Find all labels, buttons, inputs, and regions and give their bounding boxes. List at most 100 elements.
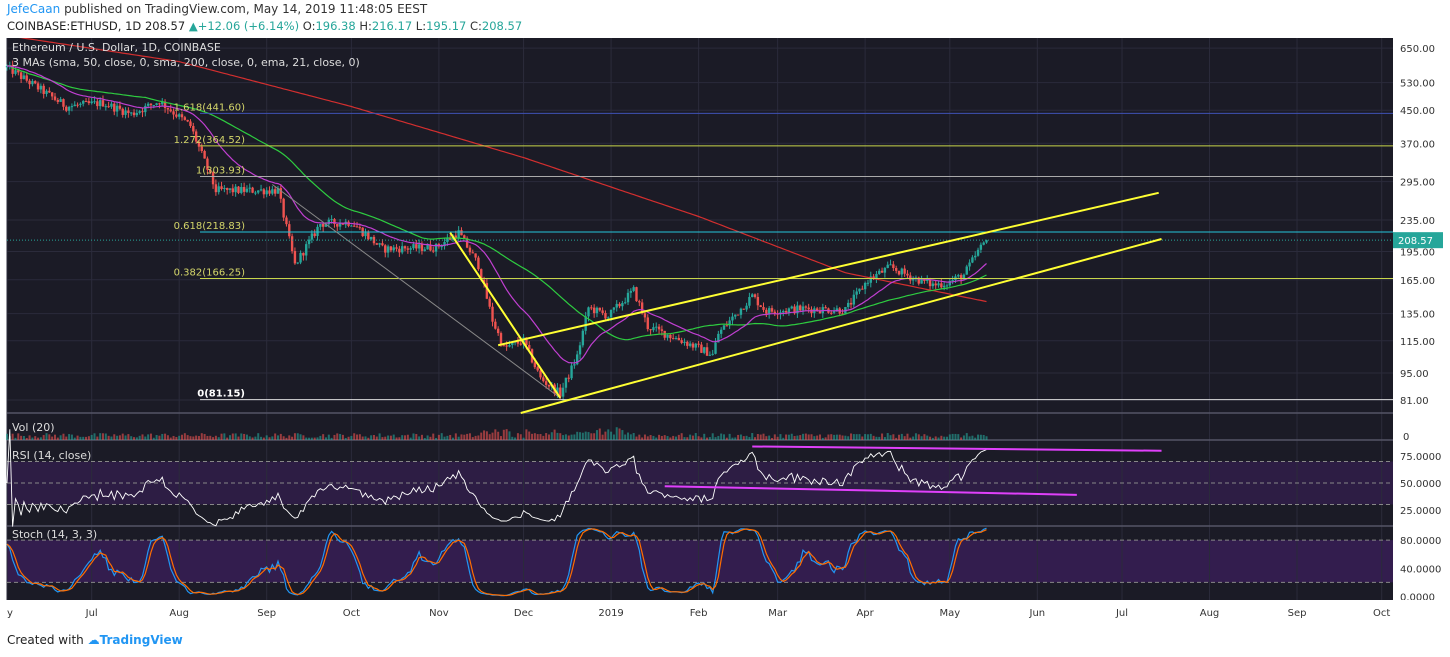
candle-body bbox=[722, 325, 726, 330]
candle-body bbox=[93, 101, 96, 103]
volume-bar bbox=[166, 435, 169, 440]
volume-bar bbox=[861, 436, 864, 440]
volume-bar bbox=[350, 435, 353, 440]
volume-bar bbox=[610, 431, 613, 440]
volume-bar bbox=[480, 432, 483, 440]
volume-bar bbox=[923, 434, 926, 440]
candle-body bbox=[19, 72, 23, 79]
candle-body bbox=[626, 292, 630, 303]
volume-bar bbox=[178, 435, 181, 440]
volume-bar bbox=[59, 435, 62, 440]
volume-bar bbox=[553, 429, 556, 440]
volume-bar bbox=[511, 436, 514, 440]
volume-bar bbox=[440, 433, 443, 440]
candle-body bbox=[621, 303, 624, 307]
candle-body bbox=[200, 146, 203, 151]
volume-bar bbox=[694, 433, 697, 440]
candle-body bbox=[290, 236, 294, 252]
volume-bar bbox=[70, 434, 73, 440]
volume-bar bbox=[708, 437, 711, 440]
volume-bar bbox=[748, 437, 751, 440]
volume-bar bbox=[802, 433, 805, 440]
candle-body bbox=[115, 105, 119, 112]
volume-bar bbox=[533, 433, 536, 440]
volume-bar bbox=[790, 433, 793, 440]
candle-body bbox=[878, 270, 881, 274]
volume-bar bbox=[197, 436, 200, 440]
volume-bar bbox=[133, 437, 136, 440]
volume-bar bbox=[807, 434, 810, 440]
candle-body bbox=[113, 103, 116, 112]
volume-bar bbox=[629, 434, 632, 440]
volume-bar bbox=[754, 437, 757, 440]
volume-bar bbox=[121, 433, 124, 440]
volume-bar bbox=[463, 434, 466, 440]
volume-bar bbox=[147, 434, 150, 440]
candle-body bbox=[846, 302, 850, 308]
candle-body bbox=[683, 341, 686, 343]
volume-bar bbox=[172, 435, 175, 440]
candle-body bbox=[59, 99, 62, 102]
volume-bar bbox=[152, 437, 155, 440]
candle-body bbox=[194, 131, 198, 142]
volume-bar bbox=[737, 434, 740, 440]
volume-bar bbox=[813, 436, 816, 440]
volume-bar bbox=[677, 434, 680, 440]
candle-body bbox=[573, 364, 576, 366]
volume-bar bbox=[344, 437, 347, 440]
volume-bar bbox=[960, 437, 963, 440]
volume-bar bbox=[96, 436, 99, 440]
candle-body bbox=[189, 121, 192, 127]
candle-body bbox=[796, 305, 799, 314]
candle-body bbox=[618, 303, 621, 307]
candle-body bbox=[649, 329, 652, 331]
tradingview-brand[interactable]: TradingView bbox=[99, 633, 183, 647]
volume-bar bbox=[607, 429, 610, 440]
rsi-tick-label: 50.0000 bbox=[1400, 479, 1441, 490]
volume-bar bbox=[155, 434, 158, 440]
volume-bar bbox=[872, 435, 875, 440]
author-link[interactable]: JefeCaan bbox=[7, 2, 61, 16]
candle-body bbox=[717, 333, 720, 343]
open-value: 196.38 bbox=[315, 19, 356, 33]
candle-body bbox=[934, 283, 937, 286]
volume-bar bbox=[25, 437, 28, 440]
candle-body bbox=[79, 103, 82, 105]
chart-area[interactable]: 1.618(441.60) 1.272(364.52) 1(303.93) 0.618… bbox=[0, 38, 1450, 628]
candle-body bbox=[646, 317, 649, 330]
trendline bbox=[449, 232, 562, 399]
volume-bar bbox=[522, 437, 525, 440]
volume-bar bbox=[195, 435, 198, 440]
candle-body bbox=[463, 235, 466, 239]
volume-bar bbox=[931, 437, 934, 440]
volume-bar bbox=[485, 431, 488, 440]
candle-body bbox=[903, 268, 906, 274]
candle-body bbox=[403, 246, 407, 249]
candle-body bbox=[799, 305, 802, 311]
volume-bar bbox=[686, 437, 689, 440]
candle-body bbox=[595, 307, 599, 314]
volume-bar bbox=[943, 436, 946, 440]
candle-body bbox=[753, 294, 757, 297]
candle-body bbox=[124, 110, 127, 115]
candle-body bbox=[406, 248, 410, 250]
volume-bar bbox=[646, 436, 649, 440]
volume-bar bbox=[375, 436, 378, 440]
volume-bar bbox=[144, 436, 147, 440]
time-tick-label: Sep bbox=[1288, 608, 1307, 619]
candle-body bbox=[824, 307, 827, 309]
candle-body bbox=[508, 345, 511, 347]
volume-bar bbox=[615, 427, 618, 440]
volume-bar bbox=[164, 433, 167, 440]
volume-bar bbox=[818, 434, 821, 440]
candle-body bbox=[17, 70, 20, 73]
price-tick-label: 450.00 bbox=[1400, 106, 1435, 117]
candle-body bbox=[979, 244, 983, 250]
candle-body bbox=[169, 109, 172, 112]
volume-bar bbox=[387, 435, 390, 440]
candle-body bbox=[883, 267, 887, 273]
candle-body bbox=[245, 188, 249, 192]
volume-bar bbox=[505, 429, 508, 440]
volume-bar bbox=[514, 437, 517, 440]
candle-body bbox=[906, 273, 909, 276]
